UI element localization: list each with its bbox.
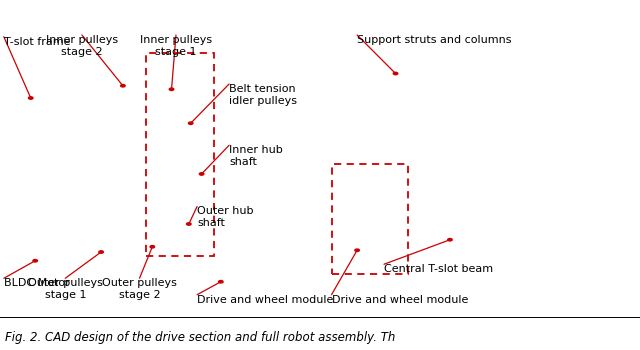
- Circle shape: [188, 122, 193, 124]
- Text: Outer pulleys
stage 2: Outer pulleys stage 2: [102, 278, 177, 300]
- Circle shape: [33, 260, 38, 262]
- Text: T-slot frame: T-slot frame: [4, 37, 70, 47]
- Circle shape: [448, 239, 452, 241]
- Text: Central T-slot beam: Central T-slot beam: [384, 264, 493, 274]
- Bar: [146, 53, 214, 255]
- Circle shape: [99, 251, 104, 253]
- Text: Belt tension
idler pulleys: Belt tension idler pulleys: [229, 84, 297, 106]
- Text: Inner pulleys
stage 2: Inner pulleys stage 2: [46, 35, 118, 57]
- Text: Outer hub
shaft: Outer hub shaft: [197, 206, 253, 228]
- Circle shape: [218, 281, 223, 283]
- Text: Drive and wheel module: Drive and wheel module: [197, 295, 333, 305]
- Text: Inner hub
shaft: Inner hub shaft: [229, 145, 283, 167]
- Text: Outer pulleys
stage 1: Outer pulleys stage 1: [28, 278, 102, 300]
- Circle shape: [28, 97, 33, 99]
- Text: BLDC Motor: BLDC Motor: [4, 278, 70, 288]
- Text: Inner pulleys
stage 1: Inner pulleys stage 1: [140, 35, 212, 57]
- Bar: [332, 164, 408, 274]
- Circle shape: [169, 88, 174, 91]
- Text: Support struts and columns: Support struts and columns: [357, 35, 511, 45]
- Circle shape: [393, 72, 398, 75]
- Circle shape: [355, 249, 360, 251]
- Text: Fig. 2. CAD design of the drive section and full robot assembly. Th: Fig. 2. CAD design of the drive section …: [5, 331, 396, 344]
- Circle shape: [120, 84, 125, 87]
- Text: Drive and wheel module: Drive and wheel module: [332, 295, 468, 305]
- Circle shape: [150, 246, 155, 248]
- Circle shape: [200, 173, 204, 175]
- Circle shape: [186, 223, 191, 225]
